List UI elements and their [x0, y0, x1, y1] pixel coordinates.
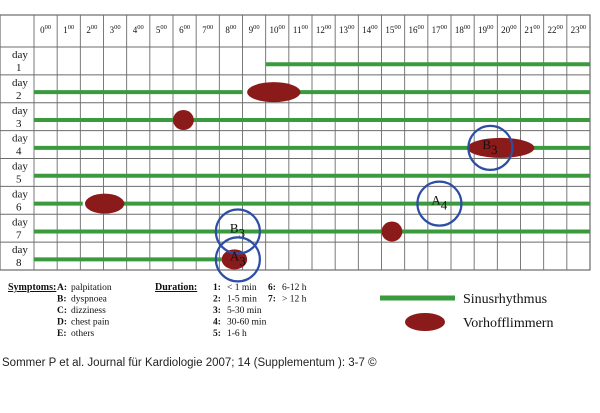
duration-text: 1-5 min — [227, 295, 257, 305]
atrial-fibrillation-episode — [381, 221, 403, 242]
hour-label: 2300 — [571, 24, 587, 35]
symptom-key: C: — [57, 306, 67, 316]
hour-label: 1200 — [316, 24, 332, 35]
symptom-text: dizziness — [71, 306, 106, 316]
duration-key: 3: — [213, 306, 221, 316]
day-number: 6 — [16, 201, 22, 213]
symptom-text: palpitation — [71, 283, 112, 293]
duration-text: 1-6 h — [227, 329, 247, 339]
atrial-fibrillation-episode — [247, 82, 301, 103]
hour-label: 400 — [133, 24, 144, 35]
symptom-text: others — [71, 329, 95, 339]
duration-key: 5: — [213, 329, 221, 339]
episode-timeline-chart: 000 100 200 300 400 500 600 700 800 900 1000 1100 12… — [0, 14, 591, 339]
hour-label: 1500 — [385, 24, 401, 35]
hour-label: 300 — [110, 24, 121, 35]
legend-label: Vorhofflimmern — [463, 316, 553, 331]
legend-swatch-fibrillation — [405, 313, 445, 331]
duration-text: 5-30 min — [227, 306, 262, 316]
atrial-fibrillation-episode — [173, 110, 194, 131]
hour-label: 2200 — [548, 24, 564, 35]
hour-label: 2100 — [524, 24, 540, 35]
symptom-key: B: — [57, 295, 67, 305]
hour-label: 100 — [63, 24, 74, 35]
symptom-event-marker — [214, 236, 261, 283]
day-number: 1 — [16, 62, 22, 74]
hour-label: 500 — [156, 24, 167, 35]
duration-legend-title: Duration: — [155, 282, 197, 293]
hour-label: 800 — [225, 24, 236, 35]
day-number: 7 — [16, 229, 22, 241]
day-number: 8 — [16, 257, 22, 269]
atrial-fibrillation-episode — [84, 193, 125, 214]
day-number: 3 — [16, 118, 22, 130]
symptom-event-marker — [467, 124, 514, 172]
duration-text: < 1 min — [227, 283, 257, 293]
duration-key: 6: — [268, 283, 276, 293]
hour-label: 700 — [202, 24, 213, 35]
symptom-key: E: — [57, 329, 67, 339]
day-label: day — [12, 77, 28, 89]
duration-key: 4: — [213, 318, 221, 328]
hour-label: 600 — [179, 24, 190, 35]
hour-label: 1700 — [432, 24, 448, 35]
day-label: day — [12, 188, 28, 200]
duration-text: 30-60 min — [227, 318, 267, 328]
symptom-text: chest pain — [71, 318, 110, 328]
hour-label: 900 — [249, 24, 260, 35]
day-label: day — [12, 244, 28, 256]
duration-text: 6-12 h — [282, 283, 307, 293]
hour-label: 200 — [86, 24, 97, 35]
symptom-key: A: — [57, 283, 67, 293]
legend-label: Sinusrhythmus — [463, 292, 547, 307]
symptom-event-marker — [416, 180, 463, 227]
hour-label: 1900 — [478, 24, 494, 35]
hour-label: 1100 — [293, 24, 308, 35]
duration-key: 2: — [213, 295, 221, 305]
hour-label: 1800 — [455, 24, 471, 35]
day-label: day — [12, 133, 28, 145]
hour-label: 2000 — [501, 24, 516, 35]
symptoms-legend-title: Symptoms: — [8, 282, 56, 293]
hour-label: 1000 — [270, 24, 286, 35]
day-label: day — [12, 216, 28, 228]
duration-key: 7: — [268, 295, 276, 305]
day-number: 2 — [16, 90, 22, 102]
hour-label: 1300 — [339, 24, 355, 35]
day-label: day — [12, 161, 28, 173]
day-number: 4 — [16, 146, 22, 158]
symptom-event-label: B3 — [230, 221, 245, 241]
symptom-text: dyspnoea — [71, 295, 108, 305]
day-number: 5 — [16, 174, 22, 186]
day-label: day — [12, 105, 28, 117]
symptom-event-label: A3 — [230, 248, 246, 268]
figure-caption: Sommer P et al. Journal für Kardiologie … — [2, 357, 377, 369]
symptom-event-marker — [214, 208, 261, 255]
symptom-event-label: A4 — [431, 193, 447, 213]
atrial-fibrillation-episode — [467, 137, 535, 158]
duration-text: > 12 h — [282, 295, 307, 305]
duration-key: 1: — [213, 283, 221, 293]
symptom-event-label: B3 — [482, 137, 497, 157]
hour-label: 1400 — [362, 24, 378, 35]
hour-label: 1600 — [409, 24, 425, 35]
hour-label: 000 — [40, 24, 51, 35]
day-label: day — [12, 49, 28, 61]
symptom-key: D: — [57, 318, 67, 328]
